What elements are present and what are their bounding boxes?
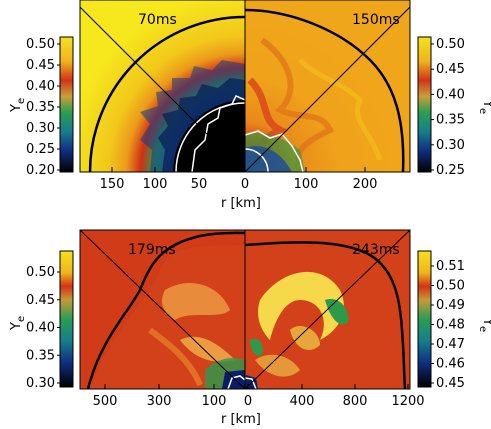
x-tick-label: 50 xyxy=(191,177,208,192)
bottom-right-colorbar-ticks: 0.51 0.50 0.49 0.48 0.47 0.46 0.45 xyxy=(431,259,465,391)
colorbar-tick-label: 0.45 xyxy=(436,62,465,77)
colorbar-tick-label: 0.40 xyxy=(26,79,55,94)
colorbar-tick-label: 0.50 xyxy=(26,265,55,280)
colorbar-tick-label: 0.45 xyxy=(26,58,55,73)
bottom-left-shock-front xyxy=(86,231,245,389)
x-tick-label: 150 xyxy=(100,177,125,192)
bottom-right-shock-front xyxy=(245,241,407,389)
bottom-left-colorbar-ticks: 0.50 0.45 0.40 0.35 0.30 xyxy=(26,265,60,391)
bottom-left-panel: 179ms xyxy=(79,229,246,390)
colorbar-tick-label: 0.30 xyxy=(436,138,465,153)
top-left-colorbar-gradient xyxy=(59,36,74,173)
top-left-colorbar: 0.50 0.45 0.40 0.35 0.30 0.25 0.20 Ye xyxy=(9,36,74,178)
colorbar-tick-label: 0.35 xyxy=(26,100,55,115)
colorbar-tick-label: 0.48 xyxy=(436,318,465,333)
bottom-right-green-2 xyxy=(250,338,263,356)
bottom-left-plume-2 xyxy=(180,336,235,362)
x-tick-label: 500 xyxy=(93,394,118,409)
top-left-time-label: 70ms xyxy=(138,12,177,28)
top-right-colorbar-label: Ye xyxy=(477,99,491,114)
bottom-x-axis: 500 300 100 0 400 800 1200 xyxy=(93,384,425,409)
colorbar-tick-label: 0.35 xyxy=(436,113,465,128)
bottom-left-plume-1 xyxy=(162,282,230,320)
bottom-left-colorbar: 0.50 0.45 0.40 0.35 0.30 Ye xyxy=(9,250,74,391)
top-right-colorbar-gradient xyxy=(417,36,432,173)
colorbar-tick-label: 0.50 xyxy=(26,37,55,52)
top-right-colorbar-ticks: 0.50 0.45 0.40 0.35 0.30 0.25 xyxy=(431,37,465,178)
colorbar-tick-label: 0.35 xyxy=(26,348,55,363)
top-left-colorbar-ticks: 0.50 0.45 0.40 0.35 0.30 0.25 0.20 xyxy=(26,37,60,178)
bottom-right-plume-2 xyxy=(290,325,320,350)
colorbar-tick-label: 0.40 xyxy=(436,87,465,102)
x-tick-label: 100 xyxy=(143,177,168,192)
bottom-right-plume-3 xyxy=(255,354,300,377)
top-left-contour-outer xyxy=(191,95,245,172)
bottom-right-time-label: 243ms xyxy=(352,242,400,258)
colorbar-tick-label: 0.50 xyxy=(436,37,465,52)
colorbar-tick-label: 0.25 xyxy=(436,163,465,178)
bottom-left-time-label: 179ms xyxy=(128,242,176,258)
bottom-left-contour xyxy=(227,375,245,389)
x-tick-label: 300 xyxy=(147,394,172,409)
top-right-panel: 150ms xyxy=(244,0,411,173)
bottom-right-colorbar-label: Ye xyxy=(477,317,491,332)
top-right-frame xyxy=(244,0,411,173)
x-tick-label: 1200 xyxy=(391,394,424,409)
bottom-left-plume-3 xyxy=(148,327,203,387)
colorbar-tick-label: 0.49 xyxy=(436,298,465,313)
top-left-diagonal xyxy=(80,6,245,172)
bottom-left-colorbar-gradient xyxy=(59,250,74,388)
colorbar-tick-label: 0.47 xyxy=(436,337,465,352)
bottom-right-diagonal xyxy=(245,230,410,389)
bottom-right-colorbar-gradient xyxy=(417,250,432,388)
colorbar-tick-label: 0.40 xyxy=(26,321,55,336)
bottom-left-core xyxy=(222,370,245,389)
bottom-right-colorbar: 0.51 0.50 0.49 0.48 0.47 0.46 0.45 Ye xyxy=(417,250,491,391)
bottom-left-colorbar-label: Ye xyxy=(9,316,27,331)
x-tick-label: 200 xyxy=(353,177,378,192)
top-right-plume-3 xyxy=(298,58,383,161)
colorbar-tick-label: 0.46 xyxy=(436,357,465,372)
bottom-right-green-1 xyxy=(325,299,349,325)
bottom-right-plume-1 xyxy=(258,271,344,340)
x-tick-label: 400 xyxy=(290,394,315,409)
top-right-time-label: 150ms xyxy=(352,12,400,28)
colorbar-tick-label: 0.30 xyxy=(26,376,55,391)
top-x-axis-label: r [km] xyxy=(221,196,261,211)
top-right-plume-1 xyxy=(260,37,335,172)
x-tick-label: 0 xyxy=(244,394,252,409)
colorbar-tick-label: 0.45 xyxy=(436,376,465,391)
colorbar-tick-label: 0.45 xyxy=(26,293,55,308)
top-left-colorbar-label: Ye xyxy=(9,98,27,113)
bottom-right-contour xyxy=(245,377,257,389)
x-tick-label: 800 xyxy=(343,394,368,409)
x-tick-label: 100 xyxy=(294,177,319,192)
x-tick-label: 100 xyxy=(202,394,227,409)
colorbar-tick-label: 0.30 xyxy=(26,121,55,136)
bottom-left-diagonal xyxy=(80,230,245,389)
bottom-right-frame xyxy=(244,229,411,390)
colorbar-tick-label: 0.25 xyxy=(26,142,55,157)
top-right-contour-outer xyxy=(245,130,304,172)
colorbar-tick-label: 0.50 xyxy=(436,279,465,294)
bottom-right-panel: 243ms xyxy=(244,229,411,390)
top-right-diagonal xyxy=(245,6,410,172)
top-right-colorbar: 0.50 0.45 0.40 0.35 0.30 0.25 Ye xyxy=(417,36,491,178)
bottom-x-axis-label: r [km] xyxy=(221,412,261,427)
x-tick-label: 0 xyxy=(241,177,249,192)
top-left-panel: 70ms xyxy=(79,0,246,173)
colorbar-tick-label: 0.20 xyxy=(26,163,55,178)
top-x-axis: 150 100 50 0 100 200 xyxy=(100,167,378,192)
colorbar-tick-label: 0.51 xyxy=(436,259,465,274)
top-right-shock-front xyxy=(245,8,405,172)
